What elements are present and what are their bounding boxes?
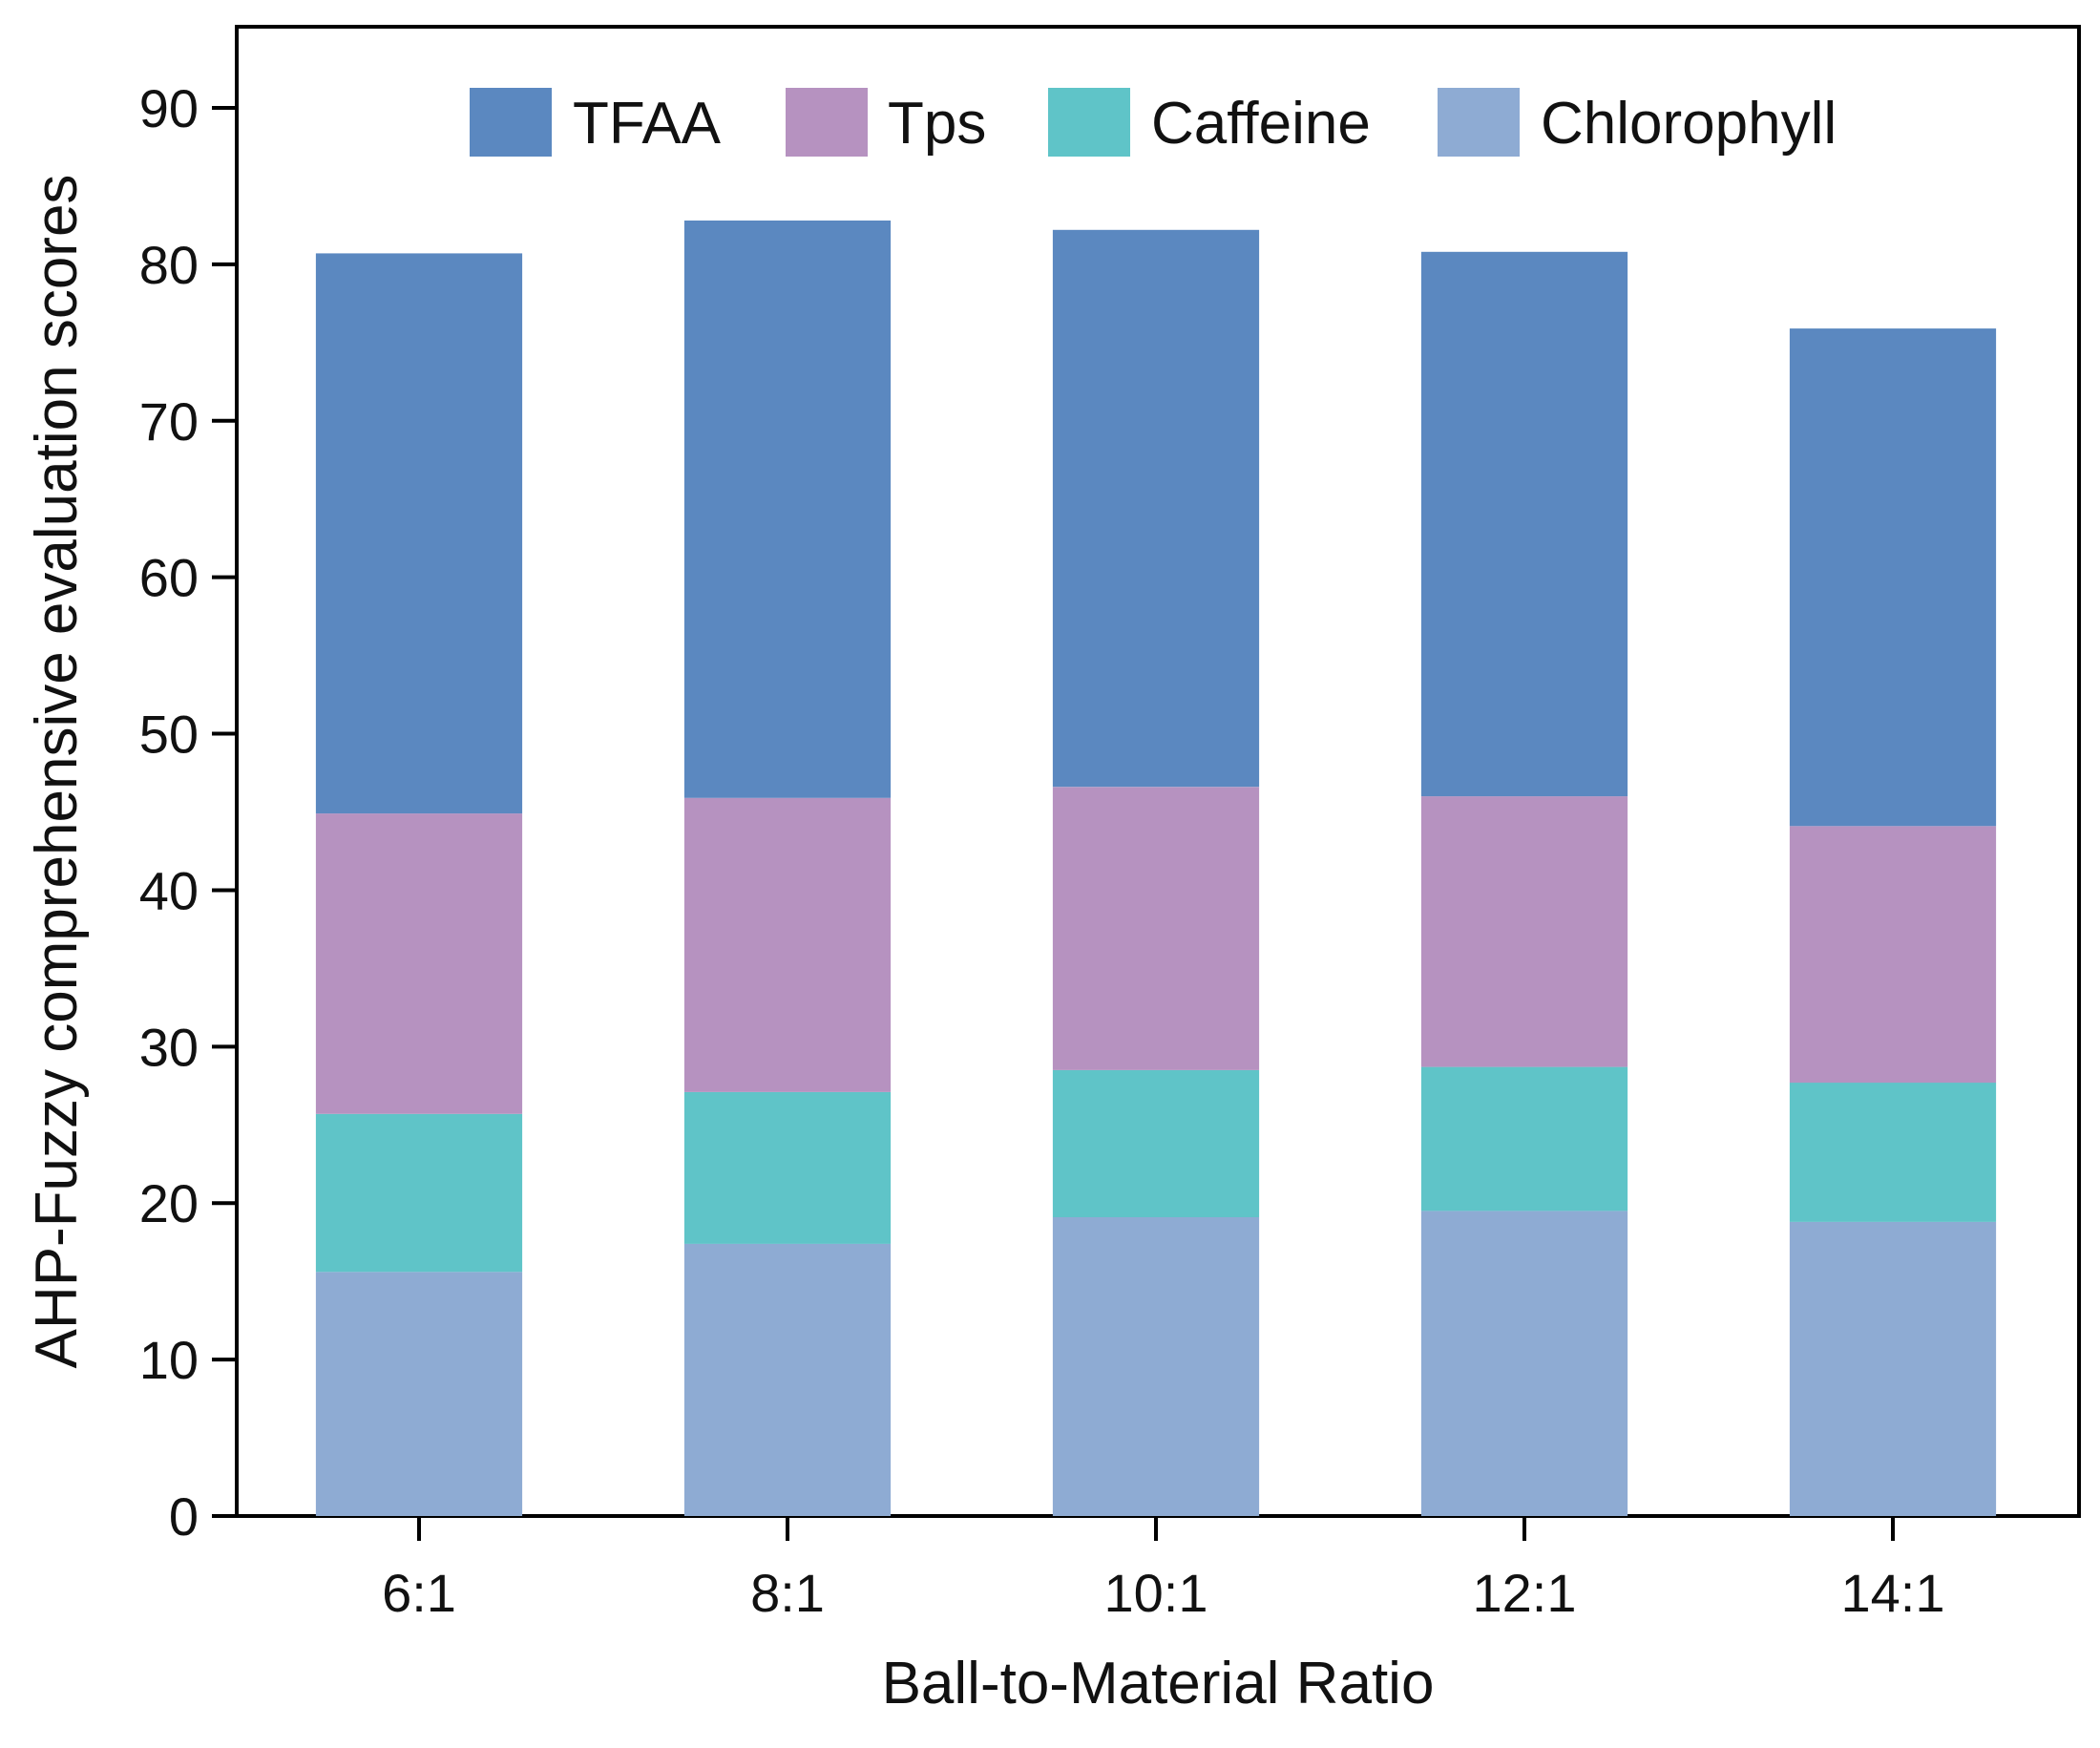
legend-item-tfaa: TFAA <box>470 88 722 157</box>
y-tick-label: 50 <box>139 705 199 765</box>
bar-stack-14-1 <box>1789 328 1997 1516</box>
legend-label: Caffeine <box>1151 91 1371 157</box>
bar-tps-14-1 <box>1789 826 1997 1084</box>
bar-tfaa-12-1 <box>1420 251 1628 797</box>
bar-tfaa-6-1 <box>315 253 523 814</box>
y-tick-label: 70 <box>139 391 199 452</box>
y-tick-label: 80 <box>139 235 199 295</box>
bar-stack-6-1 <box>315 253 523 1516</box>
bars-layer <box>315 221 1997 1516</box>
y-tick-label: 20 <box>139 1173 199 1233</box>
bar-caffeine-6-1 <box>315 1113 523 1273</box>
bar-caffeine-14-1 <box>1789 1083 1997 1222</box>
y-tick-label: 40 <box>139 860 199 920</box>
y-tick-label: 0 <box>169 1486 199 1547</box>
bar-tfaa-8-1 <box>683 221 892 798</box>
y-tick-label: 30 <box>139 1017 199 1077</box>
x-axis: 6:1 8:1 10:1 12:1 14:1 <box>382 1516 1945 1623</box>
bar-caffeine-10-1 <box>1052 1069 1260 1217</box>
legend-swatch <box>470 88 552 157</box>
bar-tfaa-14-1 <box>1789 328 1997 827</box>
bar-chlorophyll-6-1 <box>315 1272 523 1516</box>
bar-caffeine-8-1 <box>683 1091 892 1244</box>
legend-label: Chlorophyll <box>1541 91 1837 157</box>
bar-chlorophyll-8-1 <box>683 1243 892 1516</box>
bar-tps-10-1 <box>1052 787 1260 1070</box>
y-tick-label: 90 <box>139 78 199 138</box>
legend: TFAA Tps Caffeine Chlorophyll <box>470 88 1837 157</box>
bar-tps-8-1 <box>683 797 892 1092</box>
y-axis: 0 10 20 30 40 50 60 70 80 90 <box>139 78 237 1547</box>
bar-tfaa-10-1 <box>1052 229 1260 788</box>
bar-stack-10-1 <box>1052 229 1260 1516</box>
x-tick-label: 6:1 <box>382 1563 456 1623</box>
y-tick-label: 60 <box>139 548 199 608</box>
x-tick-label: 14:1 <box>1841 1563 1945 1623</box>
x-tick-label: 8:1 <box>750 1563 825 1623</box>
legend-label: Tps <box>888 91 986 157</box>
bar-chlorophyll-12-1 <box>1420 1211 1628 1516</box>
legend-swatch <box>1048 88 1130 157</box>
bar-chlorophyll-10-1 <box>1052 1217 1260 1516</box>
x-axis-title: Ball-to-Material Ratio <box>882 1651 1435 1716</box>
bar-stack-12-1 <box>1420 251 1628 1516</box>
x-tick-label: 12:1 <box>1473 1563 1577 1623</box>
legend-item-caffeine: Caffeine <box>1048 88 1371 157</box>
legend-swatch <box>1438 88 1520 157</box>
legend-item-chlorophyll: Chlorophyll <box>1438 88 1837 157</box>
bar-tps-6-1 <box>315 813 523 1114</box>
bar-chlorophyll-14-1 <box>1789 1221 1997 1516</box>
legend-swatch <box>786 88 868 157</box>
bar-tps-12-1 <box>1420 796 1628 1067</box>
bar-caffeine-12-1 <box>1420 1066 1628 1211</box>
legend-label: TFAA <box>573 91 722 157</box>
legend-item-tps: Tps <box>786 88 986 157</box>
y-axis-title: AHP-Fuzzy comprehensive evaluation score… <box>24 175 90 1369</box>
y-tick-label: 10 <box>139 1330 199 1390</box>
bar-stack-8-1 <box>683 221 892 1516</box>
x-tick-label: 10:1 <box>1104 1563 1208 1623</box>
